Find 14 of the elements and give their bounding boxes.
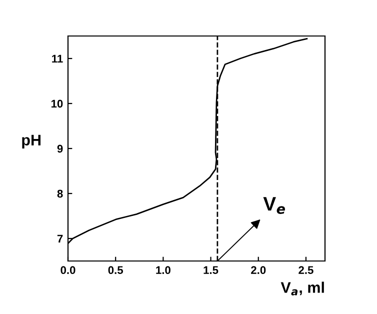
y-tick-label: 8 <box>57 190 63 198</box>
annotation: V$_{e}$ <box>263 197 285 214</box>
y-tick-label: 9 <box>57 144 63 153</box>
x-tick-label: 0.5 <box>108 266 124 274</box>
x-tick-label: 2.5 <box>298 266 314 274</box>
y-tick-label: 11 <box>52 54 63 63</box>
x-axis-title: V$_{a}$, ml <box>280 282 324 296</box>
x-tick-label: 1.0 <box>156 266 170 274</box>
y-tick-label: 10 <box>51 100 63 108</box>
x-tick-label: 0.0 <box>60 266 76 274</box>
y-tick-label: 7 <box>57 234 63 243</box>
y-axis-title: pH <box>22 134 40 148</box>
x-tick-label: 2.0 <box>251 266 266 274</box>
x-tick-label: 1.5 <box>204 266 218 274</box>
